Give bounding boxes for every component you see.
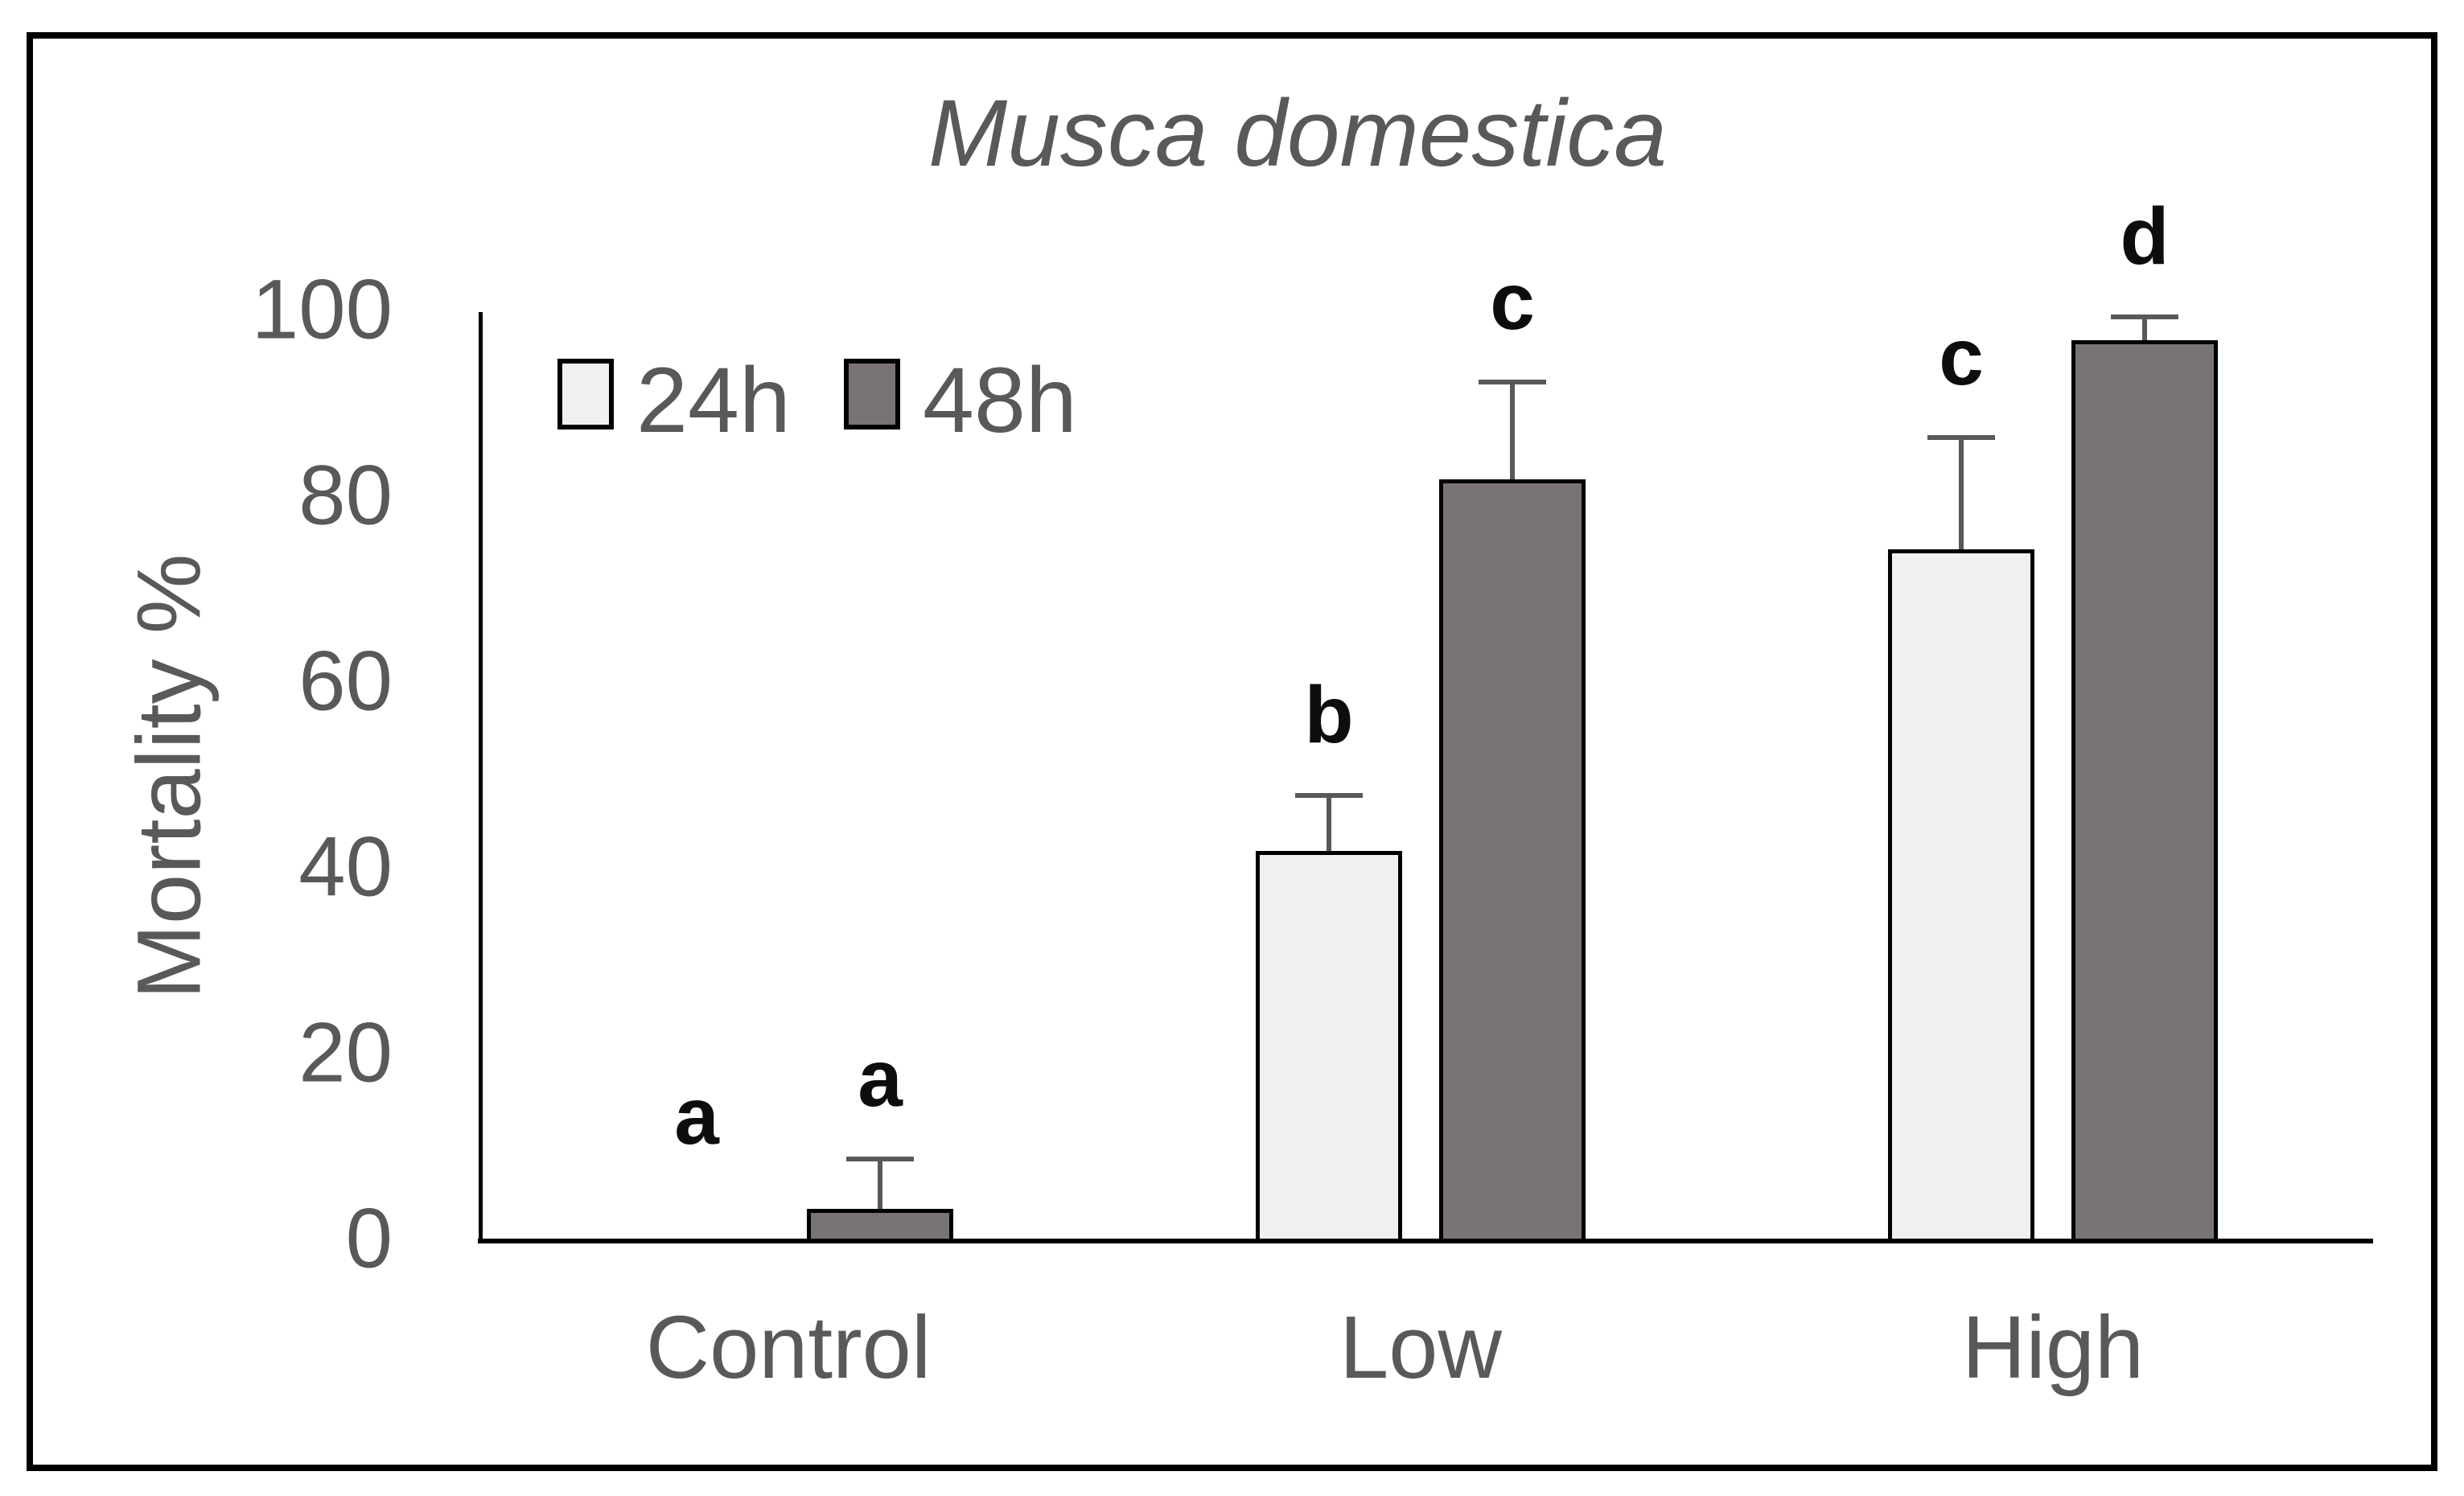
chart-title: Musca domestica: [928, 80, 1668, 187]
error-bar-cap: [1479, 379, 1546, 384]
significance-letter: c: [1490, 256, 1535, 347]
error-bar-line: [1959, 437, 1964, 549]
x-category-label-high: High: [1961, 1298, 2145, 1397]
significance-letter: d: [2120, 191, 2170, 282]
legend-swatch-24h: [557, 359, 614, 429]
error-bar-line: [878, 1159, 882, 1209]
error-bar-line: [1327, 795, 1331, 851]
legend-label-48h: 48h: [923, 349, 1077, 452]
significance-letter: a: [674, 1071, 719, 1161]
x-axis-line: [478, 1239, 2373, 1243]
significance-letter: a: [858, 1034, 903, 1124]
figure-frame: [27, 32, 2437, 1471]
error-bar-cap: [846, 1157, 914, 1162]
y-tick-label: 0: [345, 1191, 393, 1286]
significance-letter: b: [1304, 669, 1354, 760]
y-tick-label: 100: [251, 262, 393, 357]
y-tick-label: 40: [298, 820, 393, 914]
y-axis-title: Mortality %: [118, 553, 220, 1000]
y-tick-label: 60: [298, 634, 393, 729]
legend-label-24h: 24h: [636, 349, 791, 452]
bar-48h-high: [2071, 339, 2218, 1243]
y-tick-label: 80: [298, 448, 393, 543]
bar-48h-low: [1439, 479, 1586, 1243]
x-category-label-low: Low: [1339, 1298, 1502, 1397]
bar-24h-low: [1256, 850, 1402, 1243]
error-bar-line: [2142, 316, 2147, 340]
bar-24h-high: [1888, 549, 2034, 1243]
y-axis-line: [479, 312, 483, 1243]
error-bar-cap: [1295, 792, 1363, 798]
error-bar-line: [1510, 381, 1515, 479]
x-category-label-control: Control: [645, 1298, 932, 1397]
significance-letter: c: [1939, 311, 1984, 402]
error-bar-cap: [1927, 434, 1995, 440]
legend-swatch-48h: [844, 359, 900, 429]
error-bar-cap: [2111, 314, 2178, 319]
y-tick-label: 20: [298, 1005, 393, 1100]
